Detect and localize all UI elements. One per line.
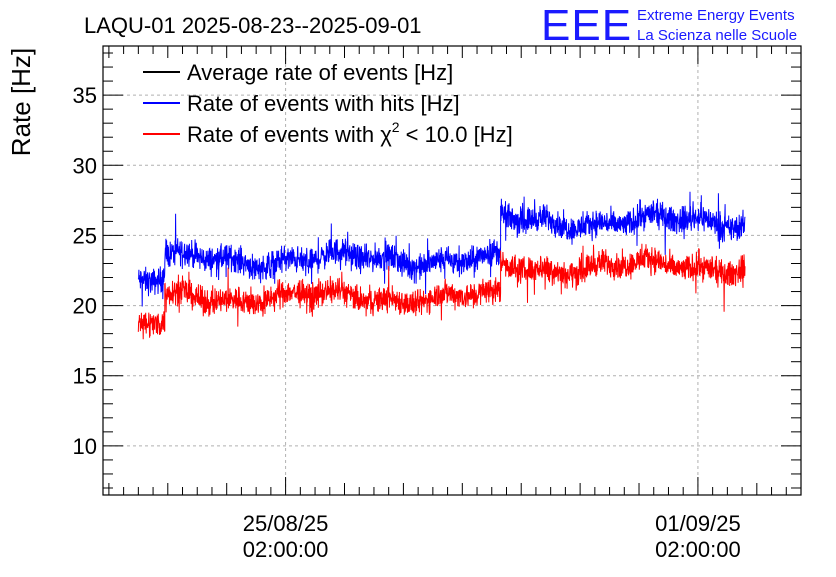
plot-frame <box>102 45 802 496</box>
y-axis-label: Rate [Hz] <box>6 48 36 156</box>
legend-label-chi2: Rate of events with χ2 < 10.0 [Hz] <box>187 119 513 147</box>
y-tick-label: 10 <box>73 434 97 459</box>
x-tick-label-date: 25/08/25 <box>243 511 329 536</box>
y-tick-label: 30 <box>73 153 97 178</box>
x-tick-label-date: 01/09/25 <box>655 511 741 536</box>
logo-line2: La Scienza nelle Scuole <box>637 27 797 44</box>
y-tick-label: 25 <box>73 223 97 248</box>
legend-label-hits: Rate of events with hits [Hz] <box>187 91 460 116</box>
eee-logo: EEE Extreme Energy Events La Scienza nel… <box>541 1 797 50</box>
legend-chi2-prefix: Rate of events with χ <box>187 122 392 147</box>
x-tick-label-time: 02:00:00 <box>243 537 329 562</box>
logo-line1: Extreme Energy Events <box>637 7 795 24</box>
y-tick-label: 35 <box>73 83 97 108</box>
legend-label-avg: Average rate of events [Hz] <box>187 60 453 85</box>
legend-chi2-suffix: < 10.0 [Hz] <box>400 122 513 147</box>
logo-mark: EEE <box>541 1 632 50</box>
series-layer <box>137 191 746 340</box>
y-tick-label: 20 <box>73 294 97 319</box>
legend: Average rate of events [Hz] Rate of even… <box>143 60 513 147</box>
series-line-2 <box>137 243 746 340</box>
series-line-1 <box>137 191 746 307</box>
axes-layer: 10152025303525/08/2502:00:0001/09/2502:0… <box>73 45 802 562</box>
x-tick-label-time: 02:00:00 <box>655 537 741 562</box>
chart-title: LAQU-01 2025-08-23--2025-09-01 <box>84 13 422 38</box>
y-tick-label: 15 <box>73 364 97 389</box>
legend-chi2-sup: 2 <box>392 119 400 135</box>
